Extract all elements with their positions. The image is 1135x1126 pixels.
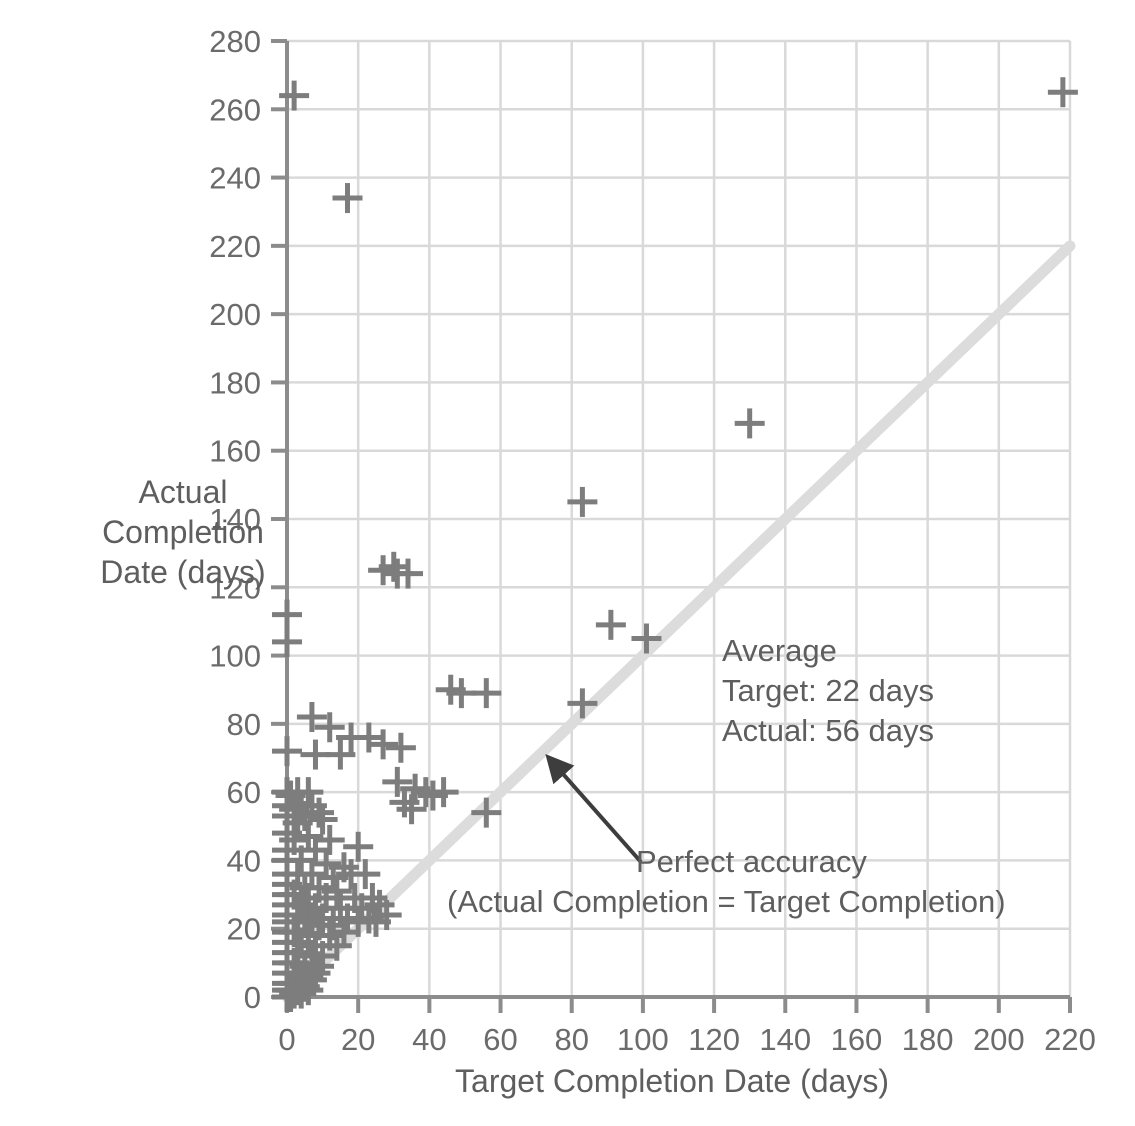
data-point-marker (393, 558, 424, 589)
y-tick-label: 220 (209, 229, 261, 264)
data-point-marker (328, 917, 359, 948)
callout-arrow-icon (545, 754, 643, 864)
data-point-marker (378, 551, 409, 582)
x-tick-label: 160 (831, 1022, 883, 1057)
data-point-marker (325, 739, 356, 770)
y-axis-title-line-3: Date (days) (100, 554, 265, 590)
data-point-marker (332, 183, 363, 214)
data-point-marker (353, 722, 384, 753)
y-tick-label: 0 (244, 980, 261, 1015)
perfect-accuracy-line (281, 240, 1076, 1003)
data-points (272, 77, 1078, 1012)
data-point-marker (343, 831, 374, 862)
perfect-accuracy-equation: (Actual Completion = Target Completion) (447, 884, 1006, 919)
y-axis-title-line-2: Completion (102, 514, 264, 550)
data-point-marker (567, 688, 598, 719)
x-tick-label: 80 (554, 1022, 588, 1057)
data-point-marker (567, 486, 598, 517)
data-point-marker (307, 804, 338, 835)
data-point-marker (293, 777, 324, 808)
data-point-marker (279, 80, 310, 111)
y-axis-tick-labels: 0 20 40 60 80 100 120 140 160 180 200 220 240 260 280 (209, 24, 261, 1015)
data-point-marker (734, 408, 765, 439)
average-label: Average (722, 633, 837, 668)
x-tick-label: 0 (278, 1022, 295, 1057)
y-tick-label: 240 (209, 161, 261, 196)
data-point-marker (304, 797, 335, 828)
y-tick-label: 260 (209, 92, 261, 127)
x-axis-title: Target Completion Date (days) (455, 1063, 889, 1099)
y-tick-label: 60 (227, 775, 261, 810)
data-point-marker (471, 678, 502, 709)
y-tick-label: 120 (209, 570, 261, 605)
y-axis-title-line-1: Actual (139, 474, 228, 510)
x-tick-label: 100 (617, 1022, 669, 1057)
data-point-marker (595, 609, 626, 640)
x-tick-label: 60 (483, 1022, 517, 1057)
x-tick-label: 220 (1044, 1022, 1096, 1057)
data-point-marker (385, 732, 416, 763)
data-point-marker (360, 906, 391, 937)
x-axis-tick-labels: 0 20 40 60 80 100 120 140 160 180 200 220 (278, 1022, 1095, 1057)
data-point-marker (272, 599, 302, 630)
y-tick-label: 180 (209, 365, 261, 400)
x-tick-label: 140 (759, 1022, 811, 1057)
data-point-marker (272, 626, 302, 657)
data-point-marker (286, 978, 317, 1009)
x-tick-label: 40 (412, 1022, 446, 1057)
data-point-marker (396, 794, 427, 825)
average-actual-value: Actual: 56 days (722, 713, 934, 748)
data-point-marker (293, 821, 324, 852)
x-tick-label: 200 (973, 1022, 1025, 1057)
data-point-marker (350, 859, 381, 890)
y-tick-label: 160 (209, 434, 261, 469)
data-point-marker (289, 801, 320, 832)
data-point-marker (631, 623, 662, 654)
y-tick-label: 40 (227, 843, 261, 878)
y-tick-label: 280 (209, 24, 261, 59)
perfect-accuracy-label: Perfect accuracy (636, 844, 867, 879)
y-tick-label: 100 (209, 639, 261, 674)
data-point-marker (428, 777, 459, 808)
y-tick-label: 80 (227, 707, 261, 742)
data-point-marker (1047, 77, 1078, 108)
data-point-marker (296, 702, 327, 733)
x-tick-label: 180 (902, 1022, 954, 1057)
data-point-marker (382, 766, 413, 797)
data-point-marker (272, 736, 302, 767)
y-tick-label: 20 (227, 912, 261, 947)
y-tick-label: 200 (209, 297, 261, 332)
y-tick-label: 140 (209, 502, 261, 537)
data-point-marker (296, 859, 327, 890)
data-point-marker (471, 797, 502, 828)
x-tick-label: 120 (688, 1022, 740, 1057)
data-point-marker (368, 729, 399, 760)
average-target-value: Target: 22 days (722, 673, 934, 708)
data-point-marker (293, 975, 324, 1006)
x-tick-label: 20 (341, 1022, 375, 1057)
data-point-marker (389, 787, 420, 818)
data-point-marker (314, 712, 345, 743)
